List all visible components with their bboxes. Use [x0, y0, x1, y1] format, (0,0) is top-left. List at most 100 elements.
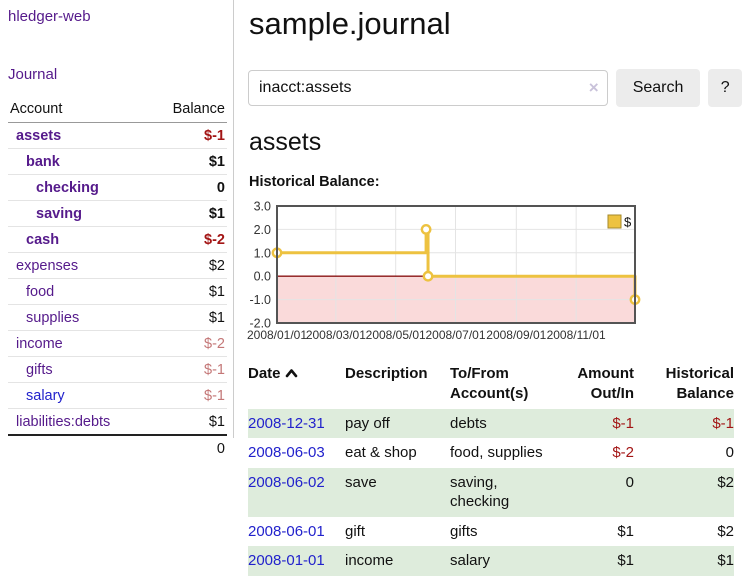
register-header-row: Date Description To/From Account(s) Amoun…	[248, 362, 734, 409]
svg-text:-1.0: -1.0	[249, 293, 271, 307]
transaction-date-link[interactable]: 2008-06-01	[248, 522, 325, 540]
transaction-accounts: saving, checking	[450, 473, 510, 511]
account-link-liabilities-debts[interactable]: liabilities:debts	[16, 413, 111, 430]
brand-link[interactable]: hledger-web	[8, 8, 91, 25]
svg-text:2008/05/01: 2008/05/01	[366, 328, 426, 342]
account-link-gifts[interactable]: gifts	[26, 361, 53, 378]
sidebar: hledger-web Journal Account Balance asse…	[0, 0, 234, 461]
transaction-description: eat & shop	[345, 444, 417, 461]
account-row: supplies $1	[8, 304, 227, 331]
account-link-salary[interactable]: salary	[26, 387, 65, 404]
svg-text:-2.0: -2.0	[249, 317, 271, 331]
account-balance: $1	[158, 148, 227, 175]
register-row: 2008-06-03 eat & shop food, supplies $-2…	[248, 438, 734, 468]
account-row: expenses $2	[8, 252, 227, 279]
transaction-accounts: debts	[450, 414, 487, 432]
account-row: liabilities:debts $1	[8, 408, 227, 436]
account-title: assets	[249, 128, 322, 156]
svg-text:2008/03/01: 2008/03/01	[306, 328, 366, 342]
help-button[interactable]: ?	[708, 69, 742, 107]
transaction-description: gift	[345, 522, 366, 540]
account-link-income[interactable]: income	[16, 335, 63, 352]
account-balance: $2	[158, 252, 227, 279]
chart-canvas[interactable]: $3.0 2.0 1.0 0.0 -1.0 -2.02008/01/012008/03/0…	[247, 200, 641, 343]
register-row: 2008-12-31 pay off debts $-1 $-1	[248, 408, 734, 438]
account-link-saving[interactable]: saving	[36, 205, 82, 222]
transaction-balance: $-1	[712, 414, 734, 432]
account-balance: $1	[158, 408, 227, 436]
column-header-date[interactable]: Date	[248, 362, 345, 409]
account-balance: 0	[158, 174, 227, 201]
svg-text:2008/09/01: 2008/09/01	[486, 328, 546, 342]
account-row: food $1	[8, 278, 227, 305]
account-balance: $-2	[158, 330, 227, 357]
column-header-historical-balance: Historical Balance	[665, 365, 734, 403]
transaction-balance: $2	[717, 473, 734, 491]
account-row: assets $-1	[8, 122, 227, 149]
clear-search-icon[interactable]: ×	[588, 78, 599, 97]
accounts-header-balance: Balance	[158, 97, 227, 123]
transaction-accounts: gifts	[450, 522, 478, 540]
transaction-date-link[interactable]: 2008-06-02	[248, 473, 325, 491]
transaction-description: income	[345, 552, 394, 569]
accounts-total: 0	[158, 434, 227, 461]
transaction-description: save	[345, 473, 377, 491]
search-button[interactable]: Search	[615, 69, 701, 107]
transaction-amount: $1	[617, 552, 634, 569]
svg-text:2008/11/01: 2008/11/01	[547, 328, 606, 342]
account-link-bank[interactable]: bank	[26, 153, 60, 170]
transaction-accounts: food, supplies	[450, 444, 543, 461]
transaction-balance: 0	[725, 444, 734, 461]
account-row: bank $1	[8, 148, 227, 175]
column-header-accounts: To/From Account(s)	[450, 365, 529, 403]
transaction-date-link[interactable]: 2008-06-03	[248, 444, 325, 461]
register-table: Date Description To/From Account(s) Amoun…	[248, 362, 734, 576]
search-form: × Search ?	[248, 69, 742, 107]
sidebar-item-journal[interactable]: Journal	[8, 66, 58, 83]
account-row: cash $-2	[8, 226, 227, 253]
account-row: income $-2	[8, 330, 227, 357]
chart-label: Historical Balance:	[249, 174, 380, 190]
svg-text:2008/01/01: 2008/01/01	[247, 328, 307, 342]
account-row: saving $1	[8, 200, 227, 227]
accounts-header-account: Account	[8, 97, 158, 123]
account-balance: $-1	[158, 122, 227, 149]
account-row: checking 0	[8, 174, 227, 201]
account-balance: $1	[158, 200, 227, 227]
transaction-amount: $-1	[612, 414, 634, 432]
svg-text:2008/07/01: 2008/07/01	[425, 328, 485, 342]
transaction-description: pay off	[345, 414, 390, 432]
column-header-description: Description	[345, 365, 428, 382]
transaction-accounts: salary	[450, 552, 491, 569]
account-row: salary $-1	[8, 382, 227, 409]
register-row: 2008-06-01 gift gifts $1 $2	[248, 517, 734, 547]
svg-text:2.0: 2.0	[254, 223, 271, 237]
transaction-date-link[interactable]: 2008-01-01	[248, 552, 325, 569]
account-link-expenses[interactable]: expenses	[16, 257, 79, 274]
transaction-date-link[interactable]: 2008-12-31	[248, 414, 325, 432]
account-balance: $1	[158, 304, 227, 331]
svg-text:$: $	[624, 215, 632, 230]
svg-text:1.0: 1.0	[254, 246, 271, 260]
account-link-food[interactable]: food	[26, 283, 55, 300]
transaction-balance: $1	[717, 552, 734, 569]
register-row: 2008-01-01 income salary $1 $1	[248, 546, 734, 576]
column-header-amount: Amount Out/In	[577, 365, 634, 403]
svg-text:3.0: 3.0	[254, 200, 271, 214]
accounts-table: Account Balance assets $-1 bank $1 checkin…	[8, 97, 227, 461]
transaction-amount: $1	[617, 522, 634, 540]
account-link-checking[interactable]: checking	[36, 179, 99, 196]
svg-text:0.0: 0.0	[254, 270, 271, 284]
search-input[interactable]	[248, 70, 608, 106]
account-link-assets[interactable]: assets	[16, 127, 62, 144]
account-balance: $-2	[158, 226, 227, 253]
account-link-cash[interactable]: cash	[26, 231, 60, 248]
account-link-supplies[interactable]: supplies	[26, 309, 80, 326]
account-balance: $1	[158, 278, 227, 305]
sort-ascending-icon	[285, 369, 297, 378]
historical-balance-chart[interactable]: $3.0 2.0 1.0 0.0 -1.0 -2.0 2008/01/01 2008/03/0…	[247, 200, 742, 343]
main-content: sample.journal × Search ? assets Histori…	[247, 0, 742, 576]
register-row: 2008-06-02 save saving, checking 0 $2	[248, 467, 734, 517]
accounts-total-row: 0	[8, 434, 227, 461]
transaction-balance: $2	[717, 522, 734, 540]
